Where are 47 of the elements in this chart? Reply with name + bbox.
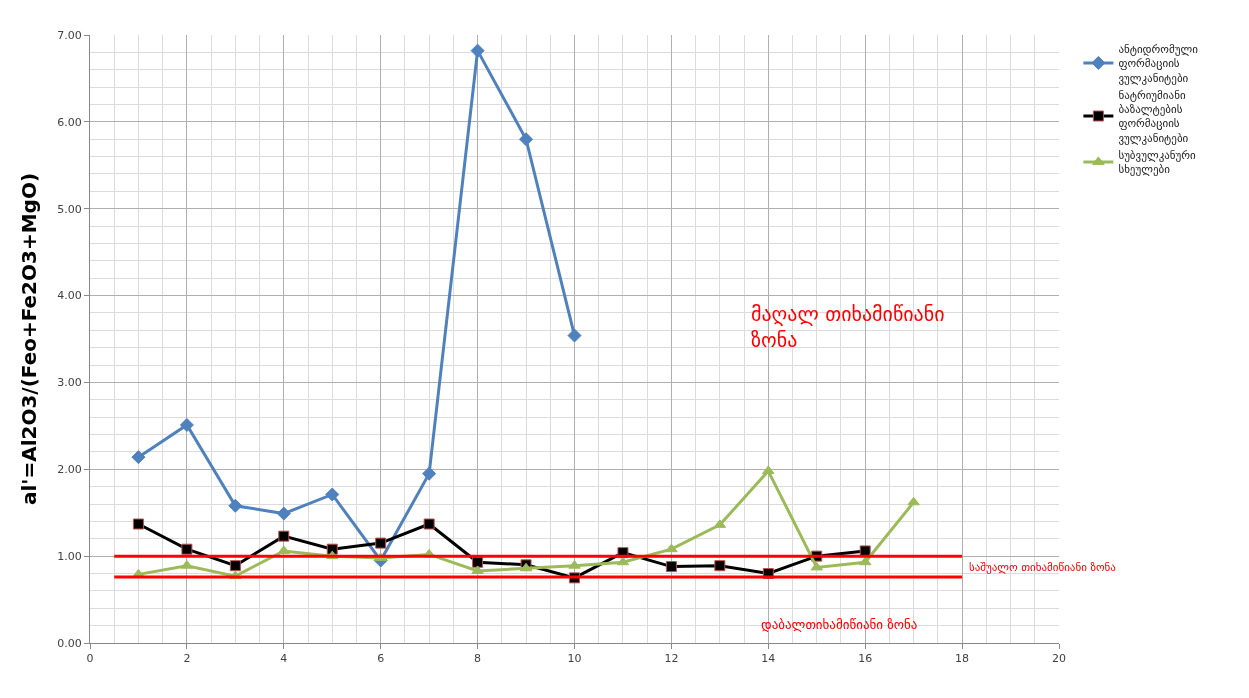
annotation: დაბალთიხამიწიანი ზონა bbox=[761, 617, 918, 632]
point bbox=[519, 132, 534, 147]
point bbox=[810, 561, 824, 571]
point bbox=[567, 328, 582, 343]
point bbox=[422, 466, 437, 481]
x-tick-label: 20 bbox=[1052, 652, 1066, 666]
y-tick-label: 0.00 bbox=[57, 636, 82, 650]
point bbox=[132, 518, 144, 530]
point bbox=[470, 43, 485, 58]
point bbox=[228, 498, 243, 513]
y-tick-label: 3.00 bbox=[57, 376, 82, 390]
x-tick-label: 10 bbox=[567, 652, 582, 666]
point bbox=[714, 560, 726, 572]
y-axis-title: al'=Al2O3/(Feo+Fe2O3+MgO) bbox=[16, 172, 41, 506]
x-tick-label: 8 bbox=[474, 652, 482, 666]
annotation: მაღალ თიხამიწიანი ზონა bbox=[751, 302, 945, 352]
legend-label: სუბვულკანური სხეულები bbox=[1118, 149, 1197, 177]
y-tick-label: 2.00 bbox=[57, 463, 82, 477]
annotation: საშუალო თიხამიწიანი ზონა bbox=[969, 561, 1117, 574]
point bbox=[858, 556, 872, 566]
point bbox=[179, 417, 194, 432]
point bbox=[181, 543, 193, 555]
point bbox=[229, 560, 241, 572]
point bbox=[325, 487, 340, 502]
point bbox=[375, 537, 387, 549]
y-tick-label: 7.00 bbox=[57, 28, 82, 42]
point bbox=[665, 543, 678, 553]
point bbox=[278, 530, 290, 542]
y-tick-label: 1.00 bbox=[57, 549, 82, 563]
point bbox=[762, 465, 775, 475]
x-tick-label: 0 bbox=[86, 652, 94, 666]
x-tick-label: 16 bbox=[858, 652, 873, 666]
x-tick-label: 18 bbox=[955, 652, 970, 666]
point bbox=[616, 556, 630, 566]
y-tick-label: 5.00 bbox=[57, 202, 82, 216]
x-tick-label: 4 bbox=[280, 652, 288, 666]
point bbox=[665, 561, 677, 573]
y-tick-label: 6.00 bbox=[57, 115, 82, 129]
y-tick-label: 4.00 bbox=[57, 289, 82, 303]
x-tick-label: 2 bbox=[183, 652, 191, 666]
point bbox=[276, 506, 291, 521]
x-tick-label: 6 bbox=[377, 652, 385, 666]
x-tick-label: 14 bbox=[761, 652, 776, 666]
point bbox=[907, 496, 920, 506]
point bbox=[423, 518, 435, 530]
x-tick-label: 12 bbox=[664, 652, 679, 666]
point bbox=[131, 450, 146, 465]
